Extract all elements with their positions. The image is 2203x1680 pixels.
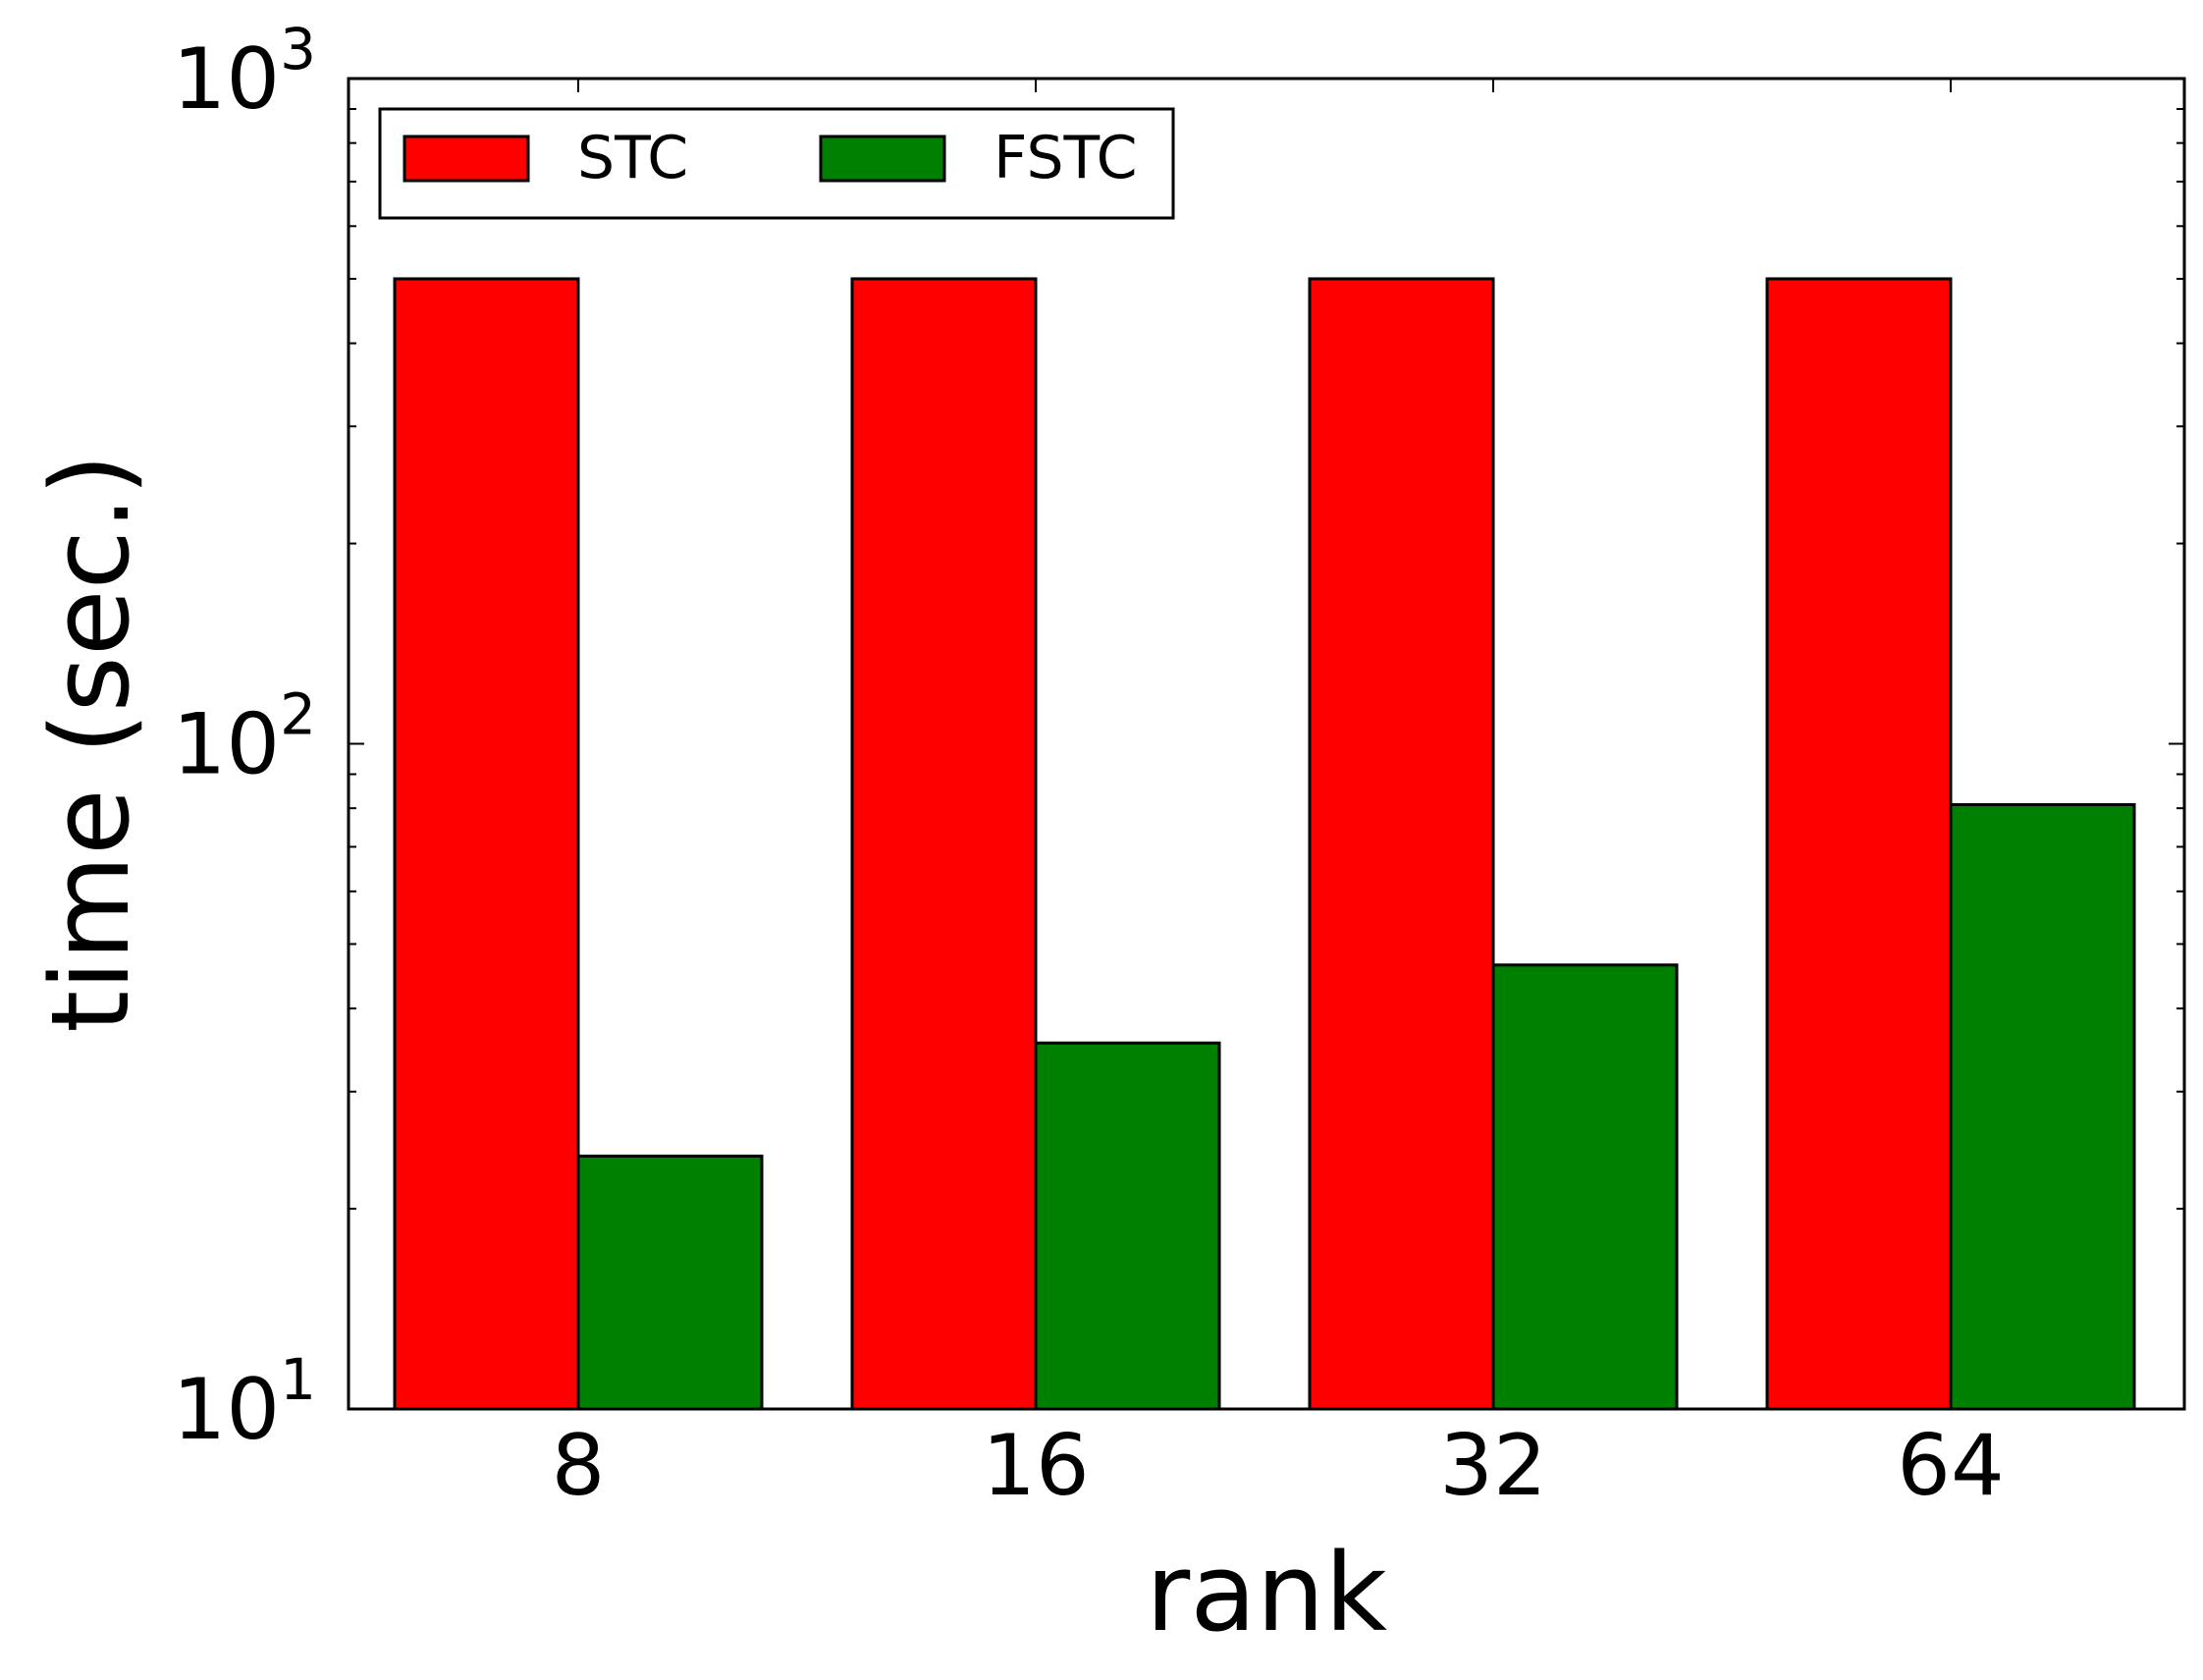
y-tick-label-1000: 103	[173, 16, 316, 129]
bar-stc-16	[850, 277, 1038, 1411]
x-axis-title: rank	[1146, 1530, 1387, 1655]
bar-stc-64	[1765, 277, 1953, 1411]
bar-fstc-8	[576, 1154, 764, 1411]
x-tick-label-16: 16	[982, 1417, 1089, 1515]
bar-stc-32	[1308, 277, 1495, 1411]
x-tick-label-64: 64	[1897, 1417, 2004, 1515]
x-tick-label-8: 8	[552, 1417, 606, 1515]
bar-stc-8	[393, 277, 580, 1411]
legend-label-stc: STC	[577, 124, 688, 192]
y-tick-label-100: 102	[173, 681, 316, 794]
bars-group	[393, 277, 2136, 1411]
legend-swatch-fstc	[819, 135, 946, 183]
x-tick-labels: 8 16 32 64	[552, 1417, 2005, 1515]
y-tick-label-10: 101	[173, 1346, 316, 1459]
y-tick-labels: 101 102 103	[173, 16, 316, 1459]
y-axis-title: time (sec.)	[27, 454, 153, 1033]
bar-fstc-16	[1034, 1041, 1221, 1411]
bar-fstc-32	[1491, 963, 1679, 1411]
legend-label-fstc: FSTC	[994, 124, 1138, 192]
legend-swatch-stc	[403, 135, 530, 183]
legend: STC FSTC	[378, 107, 1175, 220]
plot-frame	[347, 77, 2186, 1411]
x-tick-label-32: 32	[1439, 1417, 1546, 1515]
bar-fstc-64	[1949, 803, 2136, 1411]
